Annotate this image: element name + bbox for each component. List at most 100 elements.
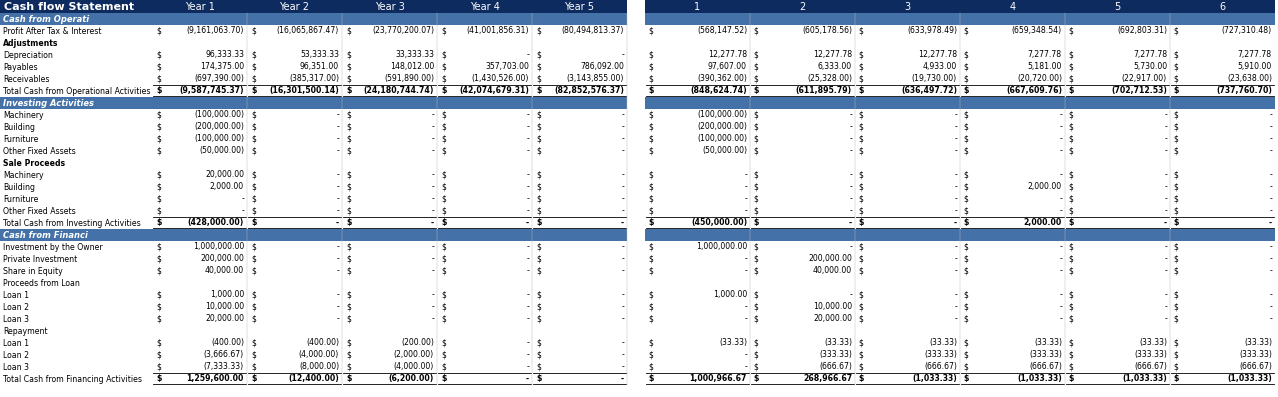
Text: $: $	[441, 206, 446, 216]
Bar	[0, 205, 627, 217]
Bar	[645, 169, 1275, 181]
Bar	[645, 49, 1275, 61]
Text: $: $	[648, 339, 653, 347]
Text: (1,033.33): (1,033.33)	[912, 374, 957, 384]
Text: -: -	[527, 123, 529, 131]
Text: $: $	[346, 206, 351, 216]
Text: $: $	[964, 243, 967, 252]
Text: -: -	[621, 351, 624, 360]
Text: -: -	[621, 50, 624, 60]
Text: 5,181.00: 5,181.00	[1028, 62, 1062, 71]
Bar	[0, 157, 627, 169]
Text: -: -	[336, 218, 339, 227]
Text: $: $	[753, 243, 758, 252]
Bar	[645, 109, 1275, 121]
Text: -: -	[336, 243, 339, 252]
Text: -: -	[1164, 146, 1167, 156]
Text: Loan 2: Loan 2	[3, 303, 29, 312]
Text: -: -	[955, 195, 957, 204]
Bar	[0, 61, 627, 73]
Text: $: $	[441, 146, 446, 156]
Text: $: $	[250, 135, 256, 143]
Text: -: -	[1059, 206, 1062, 216]
Text: -: -	[955, 266, 957, 276]
Text: $: $	[441, 62, 446, 71]
Text: Loan 3: Loan 3	[3, 362, 29, 372]
Text: $: $	[648, 218, 653, 227]
Text: (6,200.00): (6,200.00)	[389, 374, 435, 384]
Text: -: -	[431, 303, 435, 312]
Text: $: $	[1173, 87, 1178, 96]
Text: $: $	[858, 170, 863, 179]
Text: -: -	[955, 183, 957, 191]
Text: 96,351.00: 96,351.00	[300, 62, 339, 71]
Text: $: $	[1173, 110, 1178, 119]
Text: $: $	[1068, 362, 1072, 372]
Text: -: -	[621, 243, 624, 252]
Text: 2,000.00: 2,000.00	[210, 183, 244, 191]
Text: $: $	[250, 206, 256, 216]
Text: $: $	[1173, 170, 1178, 179]
Text: $: $	[648, 146, 653, 156]
Text: Private Investment: Private Investment	[3, 254, 77, 264]
Text: $: $	[535, 146, 541, 156]
Text: -: -	[744, 266, 748, 276]
Text: $: $	[858, 362, 863, 372]
Text: $: $	[441, 266, 446, 276]
Text: $: $	[753, 170, 758, 179]
Text: 12,277.78: 12,277.78	[918, 50, 957, 60]
Text: (400.00): (400.00)	[211, 339, 244, 347]
Text: $: $	[535, 27, 541, 35]
Text: -: -	[1164, 266, 1167, 276]
Bar	[645, 241, 1275, 253]
Bar	[645, 0, 1275, 13]
Bar	[0, 181, 627, 193]
Text: $: $	[346, 195, 351, 204]
Text: $: $	[753, 135, 758, 143]
Text: Receivables: Receivables	[3, 75, 50, 83]
Text: $: $	[250, 75, 256, 83]
Bar	[0, 265, 627, 277]
Text: $: $	[1173, 50, 1178, 60]
Text: $: $	[250, 110, 256, 119]
Text: -: -	[527, 243, 529, 252]
Text: 20,000.00: 20,000.00	[204, 314, 244, 324]
Text: -: -	[431, 135, 435, 143]
Text: $: $	[648, 170, 653, 179]
Text: $: $	[156, 266, 161, 276]
Text: $: $	[1173, 27, 1178, 35]
Text: -: -	[431, 218, 435, 227]
Text: Building: Building	[3, 183, 35, 191]
Text: Machinery: Machinery	[3, 110, 43, 119]
Bar	[645, 97, 1275, 109]
Text: $: $	[753, 62, 758, 71]
Text: $: $	[753, 146, 758, 156]
Bar	[645, 157, 1275, 169]
Text: 200,000.00: 200,000.00	[201, 254, 244, 264]
Text: -: -	[527, 183, 529, 191]
Text: $: $	[858, 27, 863, 35]
Text: -: -	[527, 110, 529, 119]
Text: $: $	[250, 218, 257, 227]
Text: -: -	[1164, 170, 1167, 179]
Text: $: $	[346, 87, 351, 96]
Text: Loan 1: Loan 1	[3, 291, 29, 299]
Text: $: $	[858, 266, 863, 276]
Text: -: -	[744, 362, 748, 372]
Text: $: $	[648, 75, 653, 83]
Text: $: $	[964, 50, 967, 60]
Bar	[645, 13, 1275, 25]
Text: (9,587,745.37): (9,587,745.37)	[179, 87, 244, 96]
Text: $: $	[1068, 62, 1072, 71]
Bar	[645, 265, 1275, 277]
Text: -: -	[336, 206, 339, 216]
Text: -: -	[527, 314, 529, 324]
Text: -: -	[744, 206, 748, 216]
Text: (666.67): (666.67)	[1240, 362, 1272, 372]
Text: -: -	[955, 291, 957, 299]
Text: $: $	[753, 303, 758, 312]
Text: $: $	[1173, 62, 1178, 71]
Text: $: $	[858, 243, 863, 252]
Text: -: -	[336, 254, 339, 264]
Bar	[0, 253, 627, 265]
